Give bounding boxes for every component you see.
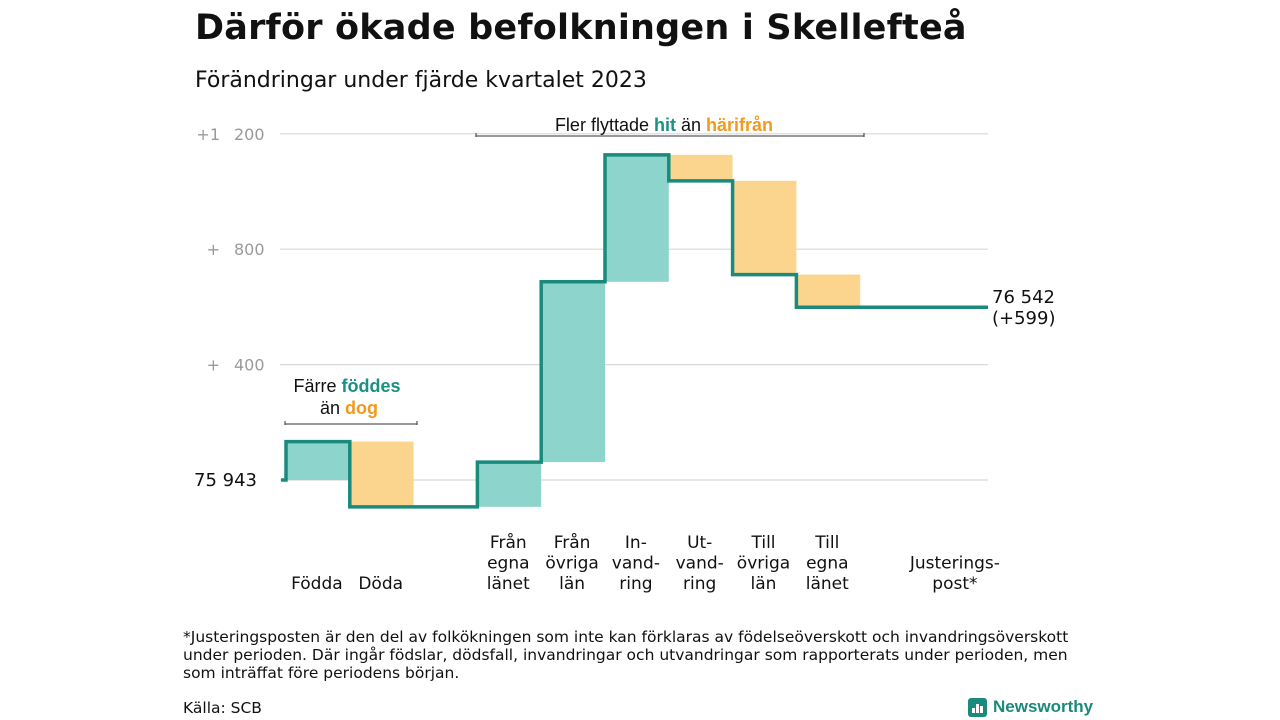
category-label: Från [554, 532, 591, 553]
waterfall-bar [797, 274, 861, 308]
waterfall-bar [350, 441, 414, 507]
category-label: vand- [612, 554, 660, 574]
y-tick-sign: + [207, 356, 220, 375]
category-label: länet [487, 574, 530, 594]
running-total-line [281, 153, 988, 509]
end-value-label: 76 542 [992, 287, 1055, 308]
category-label: Från [490, 532, 527, 553]
category-label: Ut- [687, 533, 712, 553]
births-annotation-line2: än dog [320, 398, 378, 418]
category-label: länet [806, 574, 849, 594]
category-label: post* [932, 574, 977, 594]
waterfall-bar [606, 154, 669, 282]
category-label: län [559, 574, 585, 594]
end-change-label: (+599) [992, 308, 1055, 329]
start-value-label: 75 943 [194, 470, 257, 491]
migration-annotation: Fler flyttade hit än härifrån [555, 115, 773, 135]
y-tick-sign: + [207, 240, 220, 259]
y-tick-sign: +1 [196, 125, 220, 144]
category-label: Födda [291, 574, 343, 594]
brand-name: Newsworthy [993, 697, 1094, 716]
y-tick-label: 400 [234, 356, 265, 375]
migration-bracket [475, 133, 865, 137]
category-label: övriga [545, 554, 598, 574]
category-label: ring [683, 574, 716, 594]
category-label: övriga [737, 554, 790, 574]
brand-logo[interactable]: Newsworthy [968, 697, 1093, 717]
category-label: Döda [358, 574, 403, 594]
category-label: Justerings- [909, 554, 1000, 574]
category-label: Till [814, 533, 839, 553]
category-label: Till [750, 533, 775, 553]
category-label: län [751, 574, 777, 594]
category-label: egna [806, 554, 848, 574]
source-label: Källa: SCB [183, 699, 262, 717]
waterfall-bar [478, 462, 542, 507]
births-bracket [284, 421, 418, 425]
newsworthy-logo-icon [968, 697, 987, 717]
category-label: ring [619, 574, 652, 594]
births-annotation-line1: Färre föddes [293, 376, 400, 396]
chart-subtitle: Förändringar under fjärde kvartalet 2023 [195, 68, 647, 93]
footnote: *Justeringsposten är den del av folkökni… [183, 628, 1069, 682]
y-tick-label: 800 [234, 240, 265, 259]
bar-layer [281, 153, 988, 509]
waterfall-bar [733, 180, 797, 275]
waterfall-bar [287, 441, 350, 480]
waterfall-bar [669, 154, 733, 181]
category-label: vand- [676, 554, 724, 574]
label-layer: Födda DödaFrånegnalänetFrånövrigalänIn-va… [194, 287, 1055, 594]
category-label: In- [625, 533, 647, 553]
chart-title: Därför ökade befolkningen i Skellefteå [195, 8, 967, 48]
category-label: egna [487, 554, 529, 574]
waterfall-bar [542, 281, 605, 463]
y-tick-label: 200 [234, 125, 265, 144]
